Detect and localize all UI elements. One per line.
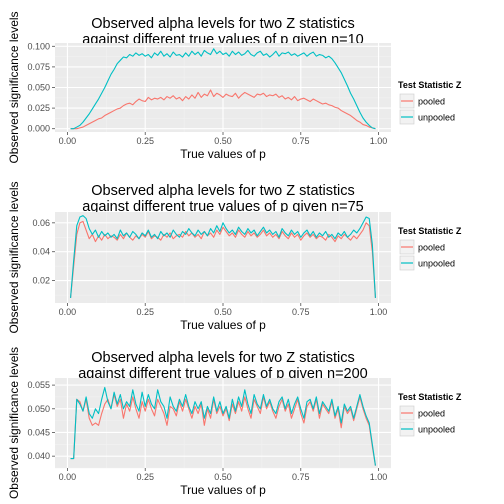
x-tick-label: 0.50 (214, 472, 232, 482)
x-tick-label: 0.00 (59, 472, 77, 482)
x-tick-label: 0.25 (136, 307, 154, 317)
x-tick-label: 0.25 (136, 136, 154, 146)
x-tick-label: 0.75 (292, 472, 310, 482)
legend: Test Statistic Z pooled unpooled (398, 226, 462, 271)
series-line-unpooled (70, 386, 376, 466)
y-tick-label: 0.075 (27, 62, 50, 72)
legend-label-pooled: pooled (418, 409, 445, 419)
y-tick-label: 0.050 (27, 83, 50, 93)
x-tick-label: 0.25 (136, 472, 154, 482)
y-tick-label: 0.02 (32, 276, 50, 286)
x-axis-title: True values of p (180, 483, 266, 497)
chart-3: Observed alpha levels for two Z statisti… (7, 347, 462, 499)
y-tick-label: 0.055 (27, 380, 50, 390)
y-tick-label: 0.000 (27, 124, 50, 134)
y-tick-label: 0.040 (27, 451, 50, 461)
legend: Test Statistic Z pooled unpooled (398, 392, 462, 437)
legend-label-unpooled: unpooled (418, 113, 455, 123)
x-tick-label: 0.50 (214, 136, 232, 146)
x-tick-label: 0.00 (59, 307, 77, 317)
x-axis-title: True values of p (180, 147, 266, 161)
legend-title: Test Statistic Z (398, 226, 462, 236)
y-axis-title: Observed significance levels (7, 347, 21, 499)
chart-2: Observed alpha levels for two Z statisti… (7, 181, 462, 333)
x-tick-label: 1.00 (370, 136, 388, 146)
legend-label-pooled: pooled (418, 97, 445, 107)
y-tick-label: 0.100 (27, 41, 50, 51)
x-tick-label: 1.00 (370, 472, 388, 482)
chart-1: Observed alpha levels for two Z statisti… (7, 11, 462, 163)
legend-title: Test Statistic Z (398, 392, 462, 402)
legend-label-unpooled: unpooled (418, 259, 455, 269)
y-tick-label: 0.045 (27, 427, 50, 437)
y-tick-label: 0.025 (27, 103, 50, 113)
y-tick-label: 0.050 (27, 404, 50, 414)
y-tick-label: 0.06 (32, 218, 50, 228)
x-tick-label: 0.75 (292, 307, 310, 317)
y-tick-label: 0.04 (32, 247, 50, 257)
x-tick-label: 0.00 (59, 136, 77, 146)
legend-label-pooled: pooled (418, 243, 445, 253)
series-line-unpooled (70, 215, 376, 298)
legend: Test Statistic Z pooled unpooled (398, 80, 462, 125)
legend-label-unpooled: unpooled (418, 425, 455, 435)
chart-title-line: against different true values of p given… (82, 199, 363, 215)
series-line-pooled (70, 220, 376, 298)
series-line-pooled (70, 394, 376, 466)
chart-title-line: Observed alpha levels for two Z statisti… (91, 16, 355, 32)
y-axis-title: Observed significance levels (7, 11, 21, 163)
x-tick-label: 0.75 (292, 136, 310, 146)
legend-title: Test Statistic Z (398, 80, 462, 90)
series-line-unpooled (70, 48, 376, 130)
x-tick-label: 1.00 (370, 307, 388, 317)
chart-title-line: Observed alpha levels for two Z statisti… (91, 183, 355, 199)
y-axis-title: Observed significance levels (7, 181, 21, 333)
x-axis-title: True values of p (180, 318, 266, 332)
series-line-pooled (70, 89, 376, 130)
x-tick-label: 0.50 (214, 307, 232, 317)
chart-title-line: Observed alpha levels for two Z statisti… (91, 350, 355, 366)
